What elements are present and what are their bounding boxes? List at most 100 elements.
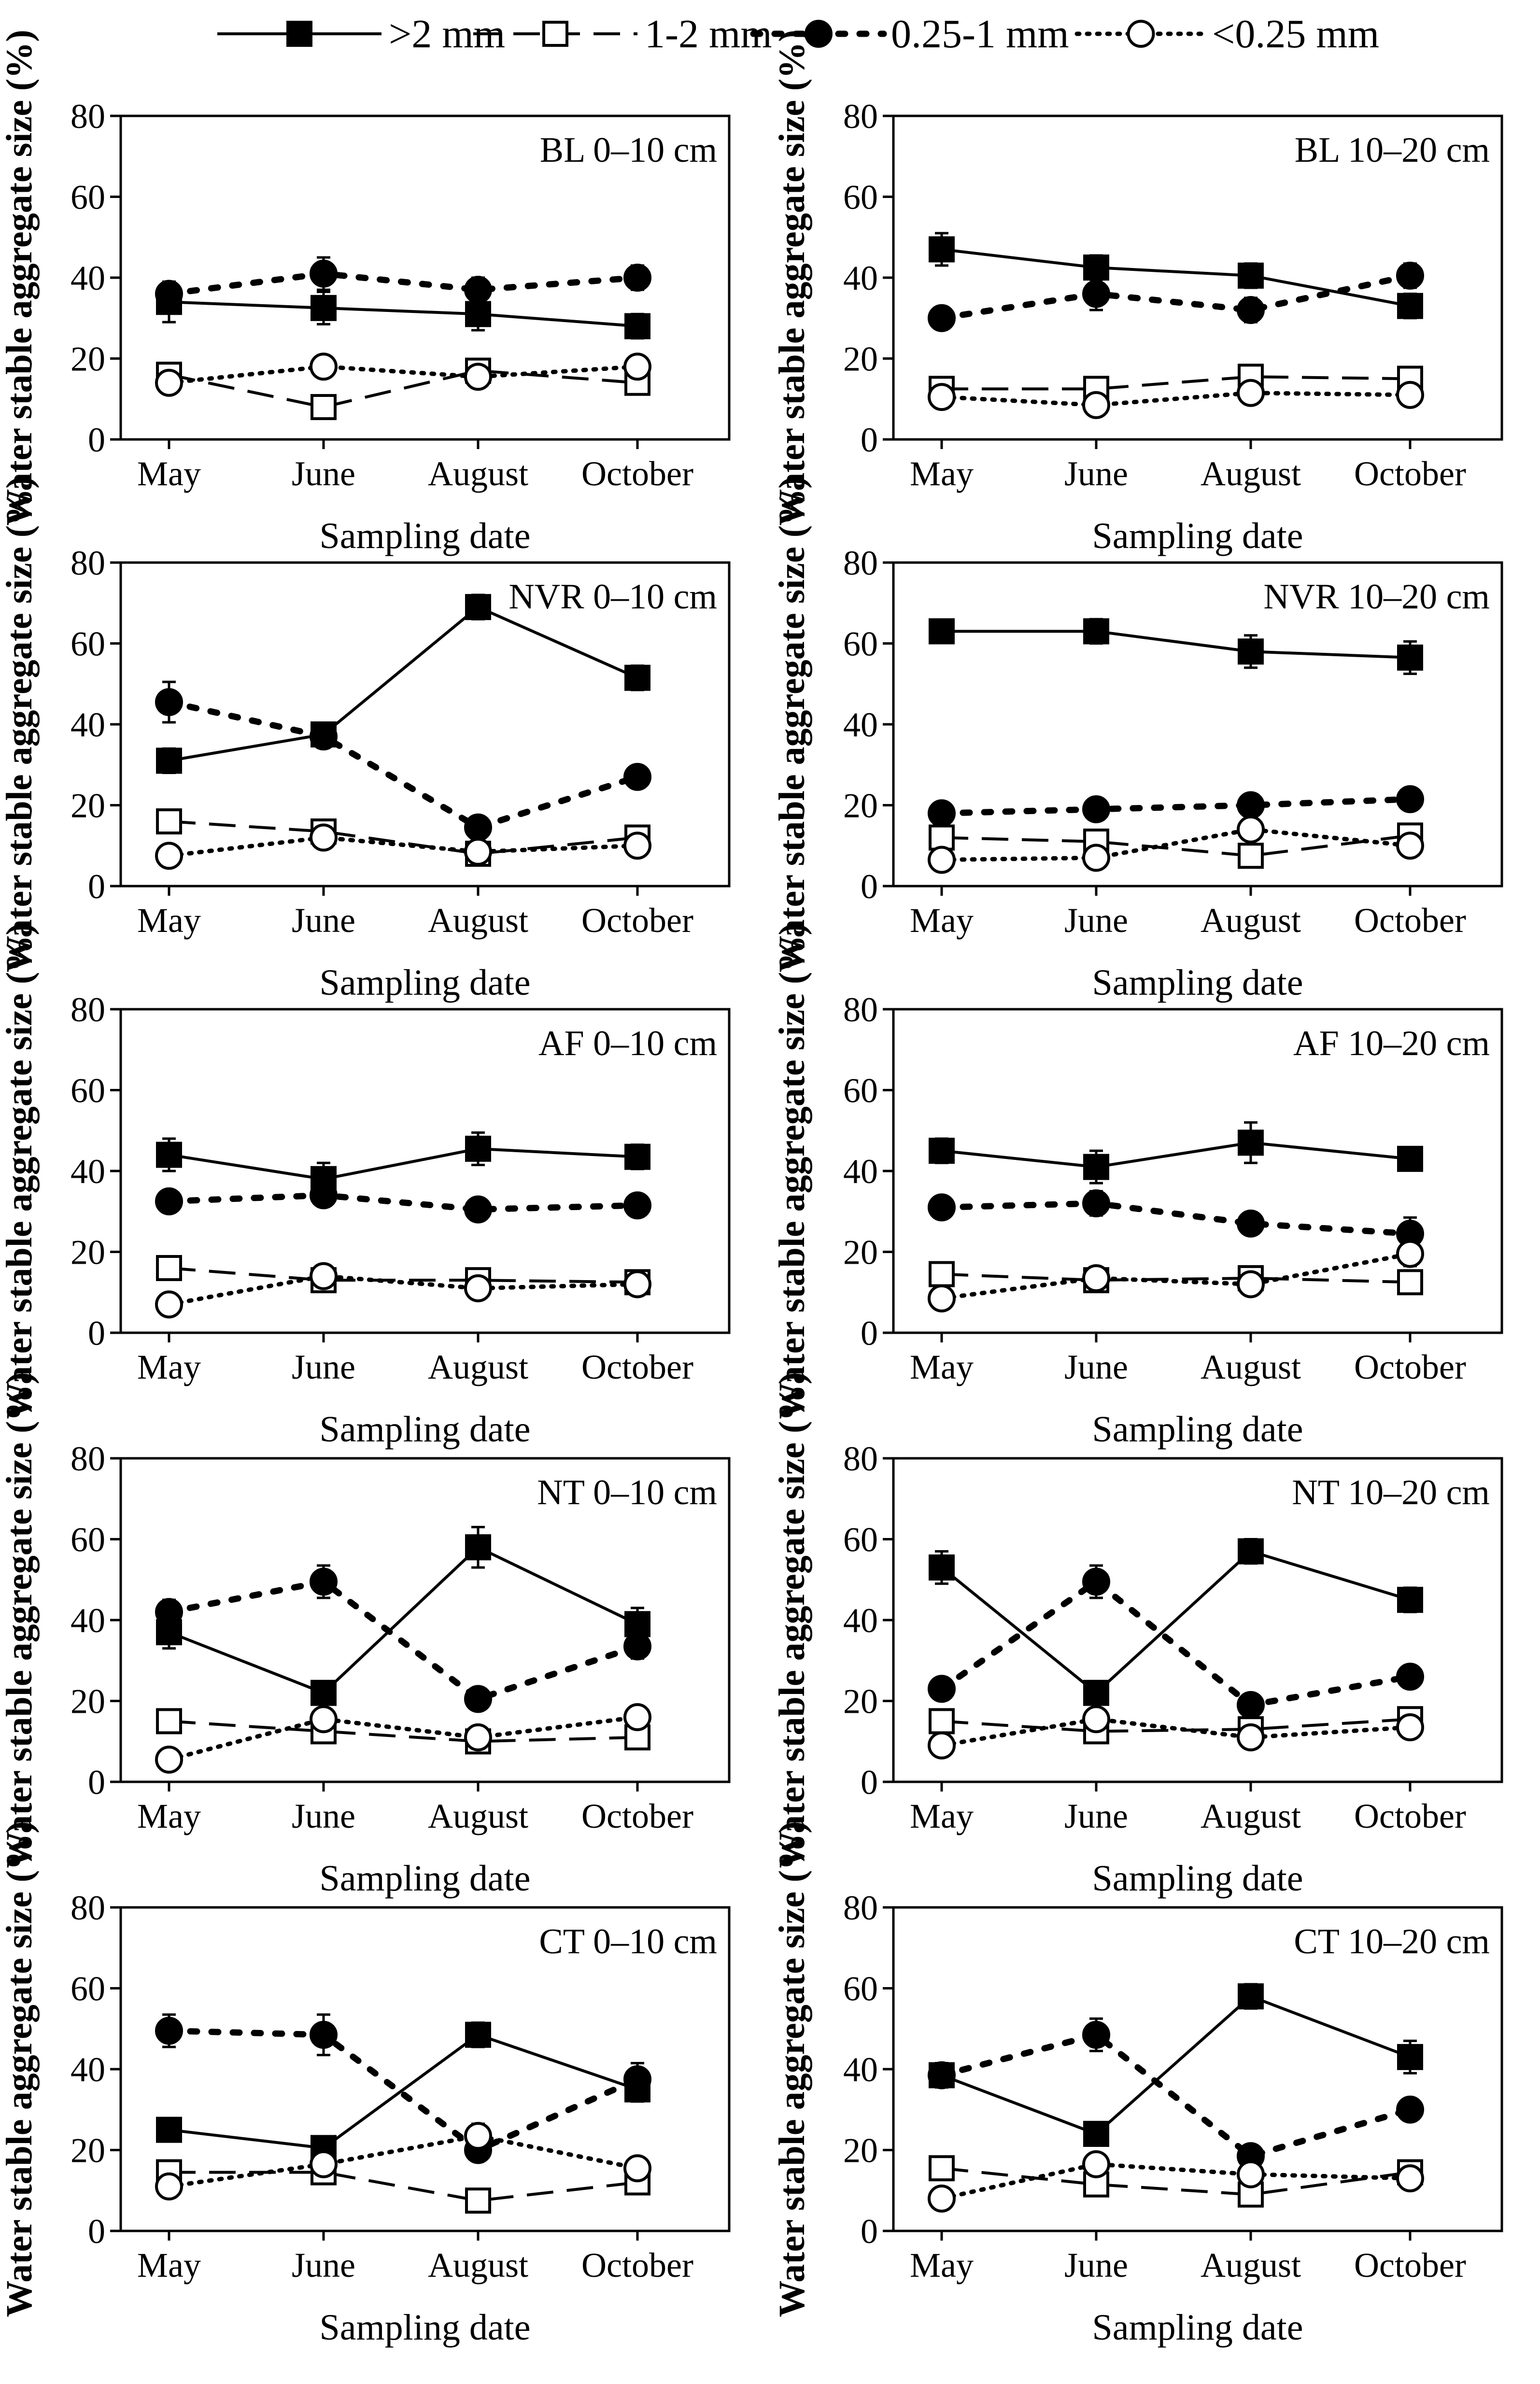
data-point bbox=[155, 688, 183, 716]
y-tick-label: 60 bbox=[71, 625, 105, 663]
y-tick-label: 60 bbox=[843, 1072, 878, 1110]
data-point bbox=[1397, 1145, 1423, 1172]
series-points-0-25-1-mm bbox=[928, 1564, 1424, 1719]
y-tick-label: 80 bbox=[843, 97, 878, 136]
x-tick-label: May bbox=[910, 1348, 974, 1386]
data-point bbox=[623, 264, 651, 292]
x-tick-label: May bbox=[910, 1797, 974, 1835]
data-point bbox=[928, 799, 956, 828]
data-point bbox=[1082, 1189, 1110, 1217]
data-point bbox=[310, 1567, 338, 1596]
data-point bbox=[928, 304, 956, 332]
data-point bbox=[156, 1708, 182, 1735]
y-tick-label: 80 bbox=[71, 1889, 105, 1927]
data-point bbox=[1396, 785, 1424, 813]
data-point bbox=[623, 1270, 651, 1298]
x-tick-label: June bbox=[292, 1797, 355, 1835]
y-tick-label: 20 bbox=[71, 787, 105, 825]
y-tick-label: 0 bbox=[861, 2212, 878, 2251]
y-tick-label: 40 bbox=[843, 259, 878, 297]
series-1-2-mm bbox=[941, 834, 1411, 858]
series-line bbox=[941, 248, 1411, 308]
legend-marker bbox=[1127, 20, 1155, 48]
y-axis-label: Water stable aggregate size (%) bbox=[0, 1372, 40, 1868]
data-point bbox=[156, 808, 182, 834]
y-tick-label: 20 bbox=[71, 2131, 105, 2170]
legend-marker bbox=[805, 20, 833, 48]
x-tick-label: August bbox=[1201, 2246, 1301, 2285]
x-tick-label: June bbox=[292, 1348, 355, 1386]
data-point bbox=[1396, 1713, 1424, 1741]
x-tick-label: June bbox=[292, 454, 355, 493]
series-line bbox=[941, 834, 1411, 858]
data-point bbox=[464, 813, 492, 842]
series-line bbox=[939, 2162, 1413, 2201]
legend-label: 0.25-1 mm bbox=[891, 12, 1069, 56]
series-line bbox=[941, 1141, 1411, 1169]
series-points-0-25-1-mm bbox=[155, 1564, 651, 1713]
panel-ct-0-10-cm: 0 20 40 60 80 May June August October Sampling da… bbox=[0, 1821, 731, 2348]
series-line bbox=[167, 1274, 640, 1307]
data-point bbox=[464, 1274, 492, 1302]
panel-label: BL 10–20 cm bbox=[1295, 130, 1490, 170]
series-line bbox=[166, 1578, 641, 1703]
legend: >2 mm 1-2 mm 0.25-1 mm <0.25 mm bbox=[217, 12, 1379, 56]
panel-label: AF 0–10 cm bbox=[538, 1024, 717, 1063]
data-point bbox=[1082, 2150, 1110, 2178]
panel-label: NT 10–20 cm bbox=[1292, 1473, 1490, 1512]
data-point bbox=[1237, 1723, 1265, 1751]
data-point bbox=[1237, 1691, 1265, 1719]
data-point bbox=[1082, 1567, 1110, 1596]
y-tick-label: 80 bbox=[71, 97, 105, 136]
panel-bl-0-10-cm: 0 20 40 60 80 May June August October Sampling da… bbox=[0, 29, 731, 556]
series-line bbox=[169, 1267, 638, 1284]
series-lt0-25-mm bbox=[939, 827, 1413, 862]
series-line bbox=[939, 391, 1413, 408]
data-point bbox=[1082, 2020, 1110, 2049]
data-point bbox=[1083, 1679, 1109, 1706]
data-point bbox=[310, 2150, 338, 2178]
series-line bbox=[938, 1578, 1413, 1708]
series-gt2-mm bbox=[941, 1994, 1411, 2136]
data-point bbox=[928, 1675, 956, 1703]
series-line bbox=[166, 2027, 641, 2154]
series-line bbox=[941, 1550, 1411, 1695]
y-tick-label: 80 bbox=[71, 544, 105, 582]
y-tick-label: 20 bbox=[843, 340, 878, 379]
series-points-0-25-1-mm bbox=[928, 785, 1424, 828]
data-point bbox=[310, 353, 338, 381]
data-point bbox=[1237, 1270, 1265, 1298]
x-axis-label: Sampling date bbox=[320, 1409, 531, 1450]
series-gt2-mm bbox=[941, 248, 1411, 308]
series-points-0-25-1-mm bbox=[928, 1189, 1424, 1251]
data-point bbox=[1396, 2095, 1424, 2124]
legend-marker bbox=[542, 21, 568, 47]
series-line bbox=[169, 605, 638, 762]
y-axis-label: Water stable aggregate size (%) bbox=[0, 923, 40, 1419]
series-1-2-mm bbox=[169, 1267, 638, 1284]
y-tick-label: 60 bbox=[71, 1521, 105, 1559]
x-tick-label: August bbox=[428, 1348, 528, 1386]
data-point bbox=[623, 353, 651, 381]
series-0-25-1-mm bbox=[166, 699, 641, 831]
panel-bl-10-20-cm: 0 20 40 60 80 May June August October Sampling da… bbox=[772, 29, 1503, 556]
data-point bbox=[1397, 1269, 1423, 1296]
data-point bbox=[464, 2122, 492, 2150]
data-point bbox=[624, 1611, 650, 1637]
series-line bbox=[938, 1200, 1413, 1237]
series-points-lt0-25-mm bbox=[155, 1262, 651, 1319]
data-point bbox=[310, 722, 338, 751]
y-tick-label: 40 bbox=[843, 1152, 878, 1191]
panel-af-10-20-cm: 0 20 40 60 80 May June August October Sampling da… bbox=[772, 923, 1503, 1450]
series-line bbox=[167, 1715, 640, 1762]
panel-label: CT 10–20 cm bbox=[1294, 1922, 1490, 1961]
data-point bbox=[1237, 791, 1265, 819]
data-point bbox=[464, 1195, 492, 1224]
data-point bbox=[1082, 391, 1110, 419]
x-axis-label: Sampling date bbox=[320, 1858, 531, 1899]
data-point bbox=[1237, 1209, 1265, 1238]
x-tick-label: June bbox=[1064, 901, 1128, 940]
data-point bbox=[155, 1187, 183, 1215]
series-line bbox=[939, 1717, 1413, 1748]
series-lt0-25-mm bbox=[939, 391, 1413, 408]
